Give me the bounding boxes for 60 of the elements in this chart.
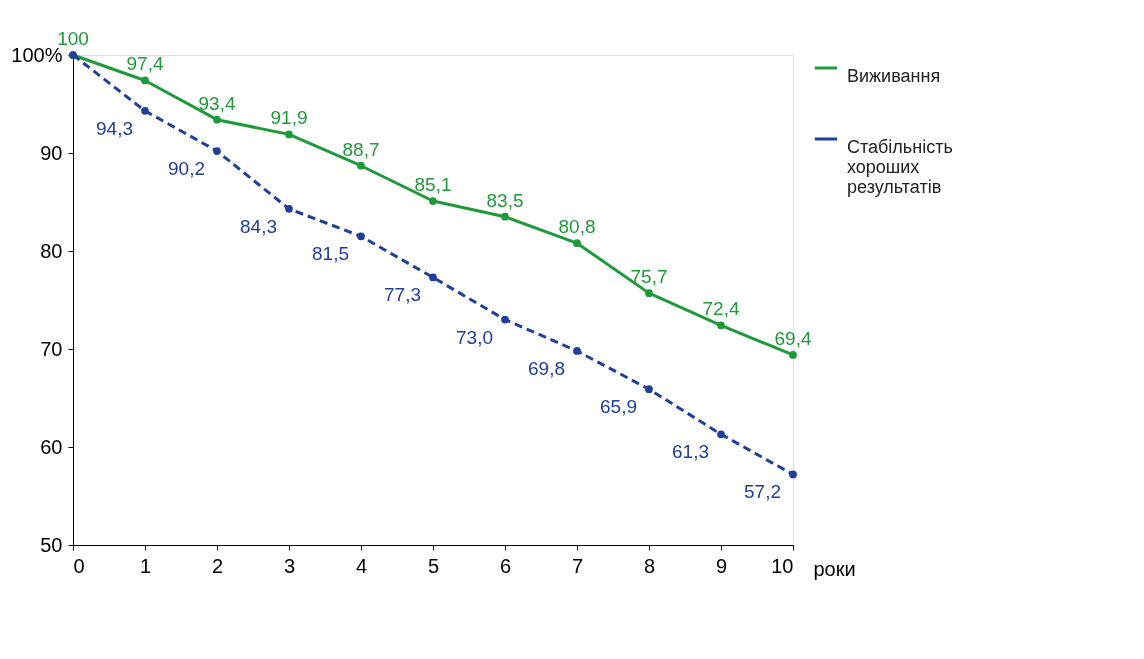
y-tick-label: 90 [40, 141, 63, 164]
point [429, 197, 437, 205]
point [789, 351, 797, 359]
point [141, 76, 149, 85]
point [645, 385, 653, 394]
x-axis-title: роки [813, 557, 856, 580]
data-label: 97,4 [126, 53, 164, 75]
point [717, 430, 725, 439]
x-tick-label: 3 [283, 554, 296, 577]
point [285, 130, 293, 139]
x-tick-label: 10 [771, 554, 794, 577]
data-label: 73,0 [456, 326, 493, 348]
x-tick-label: 2 [211, 554, 224, 577]
x-tick-label: 5 [427, 554, 440, 577]
point [213, 147, 221, 155]
x-tick-label: 8 [643, 554, 656, 577]
data-label: 77,3 [384, 284, 421, 306]
y-tick-label: 60 [40, 435, 63, 458]
y-tick-label: 50 [40, 533, 63, 556]
point [789, 470, 797, 479]
x-tick-label: 6 [499, 554, 512, 577]
data-label: 69,4 [774, 327, 812, 349]
data-label: 100 [57, 28, 89, 49]
point [357, 161, 365, 170]
point [357, 232, 365, 241]
data-label: 80,8 [558, 216, 596, 238]
point [573, 239, 581, 248]
point [285, 204, 293, 213]
x-tick-label: 9 [715, 554, 728, 577]
y-tick-label: 80 [40, 239, 63, 262]
data-label: 83,5 [486, 189, 524, 211]
data-label: 81,5 [312, 243, 349, 265]
point [429, 273, 437, 282]
data-label: 94,3 [96, 117, 133, 139]
data-label: 61,3 [672, 441, 709, 463]
data-label: 57,2 [744, 481, 781, 503]
point [717, 321, 725, 330]
data-label: 75,7 [630, 266, 668, 288]
data-label: 84,3 [240, 215, 277, 237]
y-tick-label: 70 [40, 337, 63, 360]
point [645, 289, 653, 298]
point [501, 315, 509, 324]
x-tick-label: 7 [571, 554, 584, 577]
point [573, 347, 581, 355]
point [213, 115, 221, 124]
data-label: 72,4 [702, 298, 740, 320]
point [501, 212, 509, 221]
data-label: 69,8 [528, 357, 565, 379]
point [141, 106, 149, 115]
data-label: 90,2 [168, 158, 205, 180]
x-tick-label: 1 [139, 554, 152, 577]
data-label: 88,7 [342, 138, 380, 160]
data-label: 93,4 [198, 92, 236, 114]
x-tick-label: 0 [73, 554, 85, 577]
x-tick-label: 4 [355, 554, 368, 577]
legend-label: Виживання [847, 66, 941, 86]
data-label: 65,9 [600, 396, 637, 418]
data-label: 85,1 [414, 174, 452, 196]
legend-label: Стабільність хороших результатів [847, 137, 953, 197]
data-label: 91,9 [270, 107, 308, 129]
